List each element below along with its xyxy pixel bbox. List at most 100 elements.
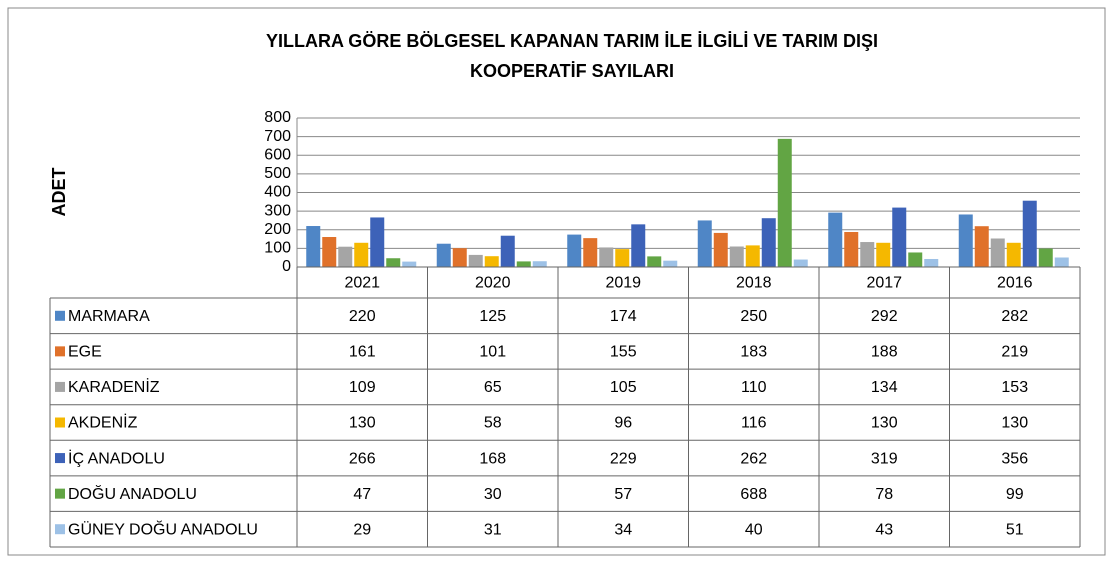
x-tick-label: 2018 bbox=[736, 275, 772, 292]
bar bbox=[745, 245, 760, 267]
table-cell: 183 bbox=[740, 344, 767, 361]
x-tick-label: 2020 bbox=[475, 275, 511, 292]
table-cell: 65 bbox=[484, 379, 502, 396]
table-cell: 130 bbox=[1001, 415, 1028, 432]
table-cell: 78 bbox=[875, 486, 893, 503]
bar bbox=[322, 237, 337, 267]
table-cell: 161 bbox=[349, 344, 376, 361]
bar bbox=[793, 259, 808, 267]
bar bbox=[777, 138, 792, 267]
bar bbox=[697, 220, 712, 267]
table-cell: 125 bbox=[479, 308, 506, 325]
bar bbox=[647, 256, 662, 267]
bar bbox=[354, 242, 369, 267]
y-tick-label: 500 bbox=[264, 165, 291, 182]
bar bbox=[567, 234, 582, 267]
bar bbox=[713, 232, 728, 267]
bar bbox=[1054, 257, 1069, 267]
table-cell: 99 bbox=[1006, 486, 1024, 503]
table-cell: 282 bbox=[1001, 308, 1028, 325]
bar bbox=[761, 218, 776, 267]
table-cell: 130 bbox=[349, 415, 376, 432]
table-cell: 116 bbox=[741, 415, 767, 432]
bar bbox=[924, 258, 939, 267]
table-cell: 168 bbox=[479, 450, 506, 467]
bar bbox=[484, 256, 499, 267]
bar bbox=[892, 207, 907, 267]
bar bbox=[1006, 242, 1021, 267]
y-tick-label: 400 bbox=[264, 184, 291, 201]
x-tick-label: 2019 bbox=[605, 275, 641, 292]
y-tick-label: 0 bbox=[282, 258, 291, 275]
legend-label: KARADENİZ bbox=[68, 377, 160, 396]
table-cell: 153 bbox=[1001, 379, 1028, 396]
y-tick-label: 700 bbox=[264, 128, 291, 145]
bar bbox=[516, 261, 531, 267]
bar bbox=[500, 235, 515, 267]
table-cell: 356 bbox=[1001, 450, 1028, 467]
legend-label: DOĞU ANADOLU bbox=[68, 484, 197, 503]
bar bbox=[828, 212, 843, 267]
legend-swatch bbox=[55, 381, 65, 392]
legend-label: GÜNEY DOĞU ANADOLU bbox=[68, 519, 258, 538]
table-cell: 134 bbox=[871, 379, 898, 396]
table-cell: 40 bbox=[745, 521, 763, 538]
bar bbox=[436, 243, 451, 267]
bar bbox=[306, 226, 321, 267]
legend-swatch bbox=[55, 310, 65, 321]
table-cell: 96 bbox=[614, 415, 632, 432]
legend-label: MARMARA bbox=[68, 308, 150, 325]
chart-border bbox=[7, 7, 1106, 556]
table-cell: 229 bbox=[610, 450, 637, 467]
table-cell: 30 bbox=[484, 486, 502, 503]
legend-label: AKDENİZ bbox=[68, 413, 138, 432]
x-tick-label: 2017 bbox=[866, 275, 902, 292]
bar bbox=[844, 231, 859, 267]
legend-swatch bbox=[55, 453, 65, 464]
bar bbox=[386, 258, 401, 267]
bar bbox=[631, 224, 646, 267]
bar bbox=[532, 261, 547, 267]
table-cell: 47 bbox=[353, 486, 371, 503]
table-cell: 43 bbox=[875, 521, 893, 538]
table-cell: 188 bbox=[871, 344, 898, 361]
y-tick-label: 100 bbox=[264, 240, 291, 257]
table-cell: 266 bbox=[349, 450, 376, 467]
y-tick-label: 200 bbox=[264, 221, 291, 238]
table-cell: 34 bbox=[614, 521, 632, 538]
table-cell: 219 bbox=[1001, 344, 1028, 361]
table-cell: 101 bbox=[479, 344, 506, 361]
table-cell: 57 bbox=[614, 486, 632, 503]
y-tick-label: 800 bbox=[264, 109, 291, 126]
y-axis-label: ADET bbox=[49, 167, 69, 216]
bar bbox=[729, 246, 744, 267]
bar bbox=[908, 252, 923, 267]
table-cell: 155 bbox=[610, 344, 637, 361]
bar bbox=[1038, 248, 1053, 267]
table-cell: 58 bbox=[484, 415, 502, 432]
bar bbox=[860, 242, 875, 267]
bar bbox=[452, 248, 467, 267]
table-cell: 105 bbox=[610, 379, 637, 396]
bar bbox=[958, 214, 973, 267]
table-cell: 51 bbox=[1006, 521, 1024, 538]
table-cell: 292 bbox=[871, 308, 898, 325]
table-cell: 174 bbox=[610, 308, 637, 325]
table-cell: 31 bbox=[484, 521, 502, 538]
legend-swatch bbox=[55, 346, 65, 357]
table-cell: 262 bbox=[740, 450, 767, 467]
bar bbox=[663, 260, 678, 267]
bar bbox=[876, 242, 891, 267]
chart-subtitle: KOOPERATİF SAYILARI bbox=[470, 61, 674, 81]
legend-label: İÇ ANADOLU bbox=[68, 448, 165, 467]
table-cell: 220 bbox=[349, 308, 376, 325]
bar bbox=[338, 246, 353, 267]
x-tick-label: 2021 bbox=[344, 275, 380, 292]
bar bbox=[402, 261, 417, 267]
bar bbox=[1022, 200, 1037, 267]
x-tick-label: 2016 bbox=[997, 275, 1033, 292]
legend-swatch bbox=[55, 524, 65, 535]
table-cell: 130 bbox=[871, 415, 898, 432]
bar bbox=[468, 254, 483, 267]
